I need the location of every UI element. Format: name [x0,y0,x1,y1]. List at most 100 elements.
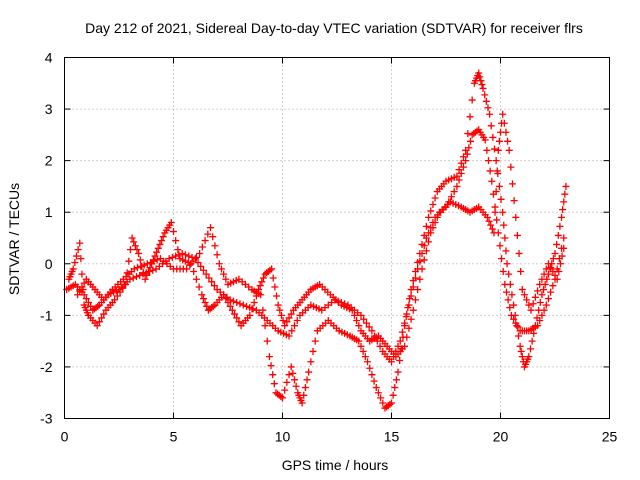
data-point-trace-b [130,265,138,273]
data-point-trace-c [153,248,161,256]
data-point-trace-c [494,146,502,154]
data-point-trace-b [556,222,564,230]
data-point-trace-c [536,280,544,288]
data-point-trace-b [492,157,500,165]
data-point-trace-b [538,291,546,299]
data-point-trace-c [69,265,77,273]
data-point-trace-b [416,249,424,257]
data-point-trace-c [491,208,499,216]
y-tick-label: 2 [45,153,53,169]
y-axis-label: SDTVAR / TECUs [6,183,22,295]
data-point-trace-b [388,399,395,407]
data-point-trace-b [289,369,297,377]
data-point-trace-b [510,301,518,309]
data-point-trace-a [239,301,247,309]
data-point-trace-b [74,291,82,299]
data-point-trace-a [360,315,368,323]
data-point-trace-b [486,110,494,118]
data-point-trace-a [499,268,507,276]
data-point-trace-c [273,292,281,300]
data-point-trace-b [477,77,485,85]
data-point-trace-b [489,133,497,141]
data-point-trace-b [508,291,516,299]
data-point-trace-b [370,377,378,385]
data-point-trace-c [226,302,234,310]
data-point-trace-b [533,314,541,322]
data-point-trace-a [229,297,237,305]
data-point-trace-c [271,283,279,291]
data-point-trace-c [235,318,243,326]
data-point-trace-c [222,295,230,303]
data-point-trace-b [311,337,319,345]
data-point-trace-b [476,73,484,81]
data-point-trace-c [76,239,84,247]
data-point-trace-a [87,302,95,310]
data-point-trace-a [199,266,207,274]
data-point-trace-a [243,302,251,310]
data-point-trace-b [479,84,487,92]
data-point-trace-b [261,322,269,330]
data-point-trace-c [485,217,493,225]
data-point-trace-c [523,296,531,304]
data-point-trace-a [502,288,510,296]
data-point-trace-b [511,311,519,319]
data-point-trace-b [389,391,397,399]
data-point-trace-c [233,314,241,322]
data-point-trace-a [84,298,92,306]
data-point-trace-a [368,327,376,335]
data-point-trace-c [520,291,528,299]
data-point-trace-c [490,229,498,237]
x-tick-label: 0 [61,429,69,445]
data-point-trace-a [467,137,475,145]
data-point-trace-b [502,247,510,255]
data-point-trace-b [457,159,465,167]
data-point-trace-c [100,310,108,318]
data-point-trace-c [146,264,154,272]
data-point-trace-c [174,246,182,254]
data-point-trace-c [250,298,258,306]
data-point-trace-b [204,230,212,238]
data-point-trace-b [298,399,306,407]
data-point-trace-a [136,271,144,279]
data-point-trace-c [98,314,106,322]
data-point-trace-c [119,284,127,292]
data-point-trace-a [205,274,213,282]
data-point-trace-b [540,286,548,294]
data-point-trace-a [165,255,173,263]
data-point-trace-c [172,237,180,245]
data-point-trace-c [195,283,203,291]
data-point-trace-b [455,166,463,174]
data-point-trace-c [156,240,164,248]
data-point-trace-b [478,81,486,89]
data-point-trace-a [185,252,193,260]
data-point-trace-b [80,279,88,287]
data-point-trace-a [496,242,504,250]
data-point-trace-a [488,177,496,185]
data-point-trace-b [377,394,385,402]
data-point-trace-b [531,322,539,330]
data-point-trace-b [418,240,426,248]
data-point-trace-a [447,193,455,201]
y-tick-label: -1 [40,307,53,323]
data-point-trace-c [256,282,264,290]
data-point-trace-b [497,195,505,203]
data-point-trace-b [259,306,267,314]
data-point-trace-c [74,246,82,254]
data-point-trace-a [181,251,189,259]
data-point-trace-c [411,296,419,304]
data-point-trace-b [462,146,470,154]
data-point-trace-b [530,329,538,337]
data-point-trace-b [414,258,422,266]
data-point-trace-b [468,96,476,104]
data-point-trace-c [258,278,266,286]
data-point-trace-a [473,127,481,135]
data-point-trace-c [274,301,282,309]
data-point-trace-c [143,271,151,279]
data-point-trace-a [288,327,296,335]
data-point-trace-a [178,249,186,257]
data-point-trace-b [213,251,221,259]
data-point-trace-b [475,69,483,77]
data-point-trace-c [287,310,295,318]
data-point-trace-b [207,224,215,232]
plot-frame [64,57,610,419]
